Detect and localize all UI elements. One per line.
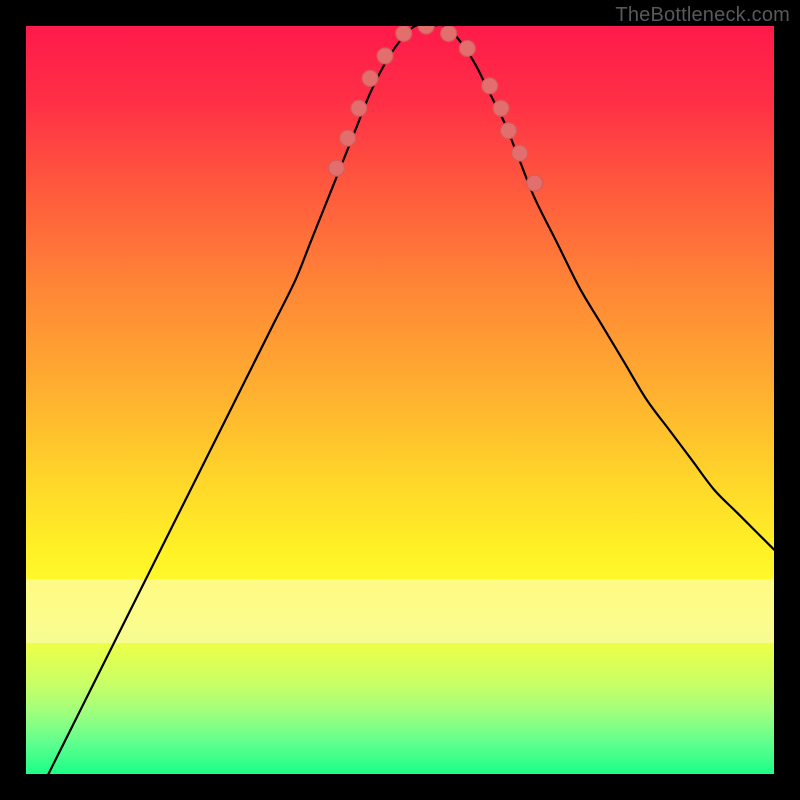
curve-marker xyxy=(459,40,475,56)
curve-marker xyxy=(377,48,393,64)
curve-marker xyxy=(527,175,543,191)
curve-marker xyxy=(396,26,412,41)
curve-marker xyxy=(362,70,378,86)
curve-marker xyxy=(512,145,528,161)
chart-plot-area xyxy=(26,26,774,774)
chart-pale-band xyxy=(26,580,774,644)
curve-marker xyxy=(493,100,509,116)
curve-marker xyxy=(351,100,367,116)
curve-marker xyxy=(441,26,457,41)
chart-background xyxy=(26,26,774,774)
curve-marker xyxy=(482,78,498,94)
curve-marker xyxy=(500,123,516,139)
curve-marker xyxy=(340,130,356,146)
curve-marker xyxy=(328,160,344,176)
watermark-text: TheBottleneck.com xyxy=(615,4,790,27)
chart-svg xyxy=(26,26,774,774)
